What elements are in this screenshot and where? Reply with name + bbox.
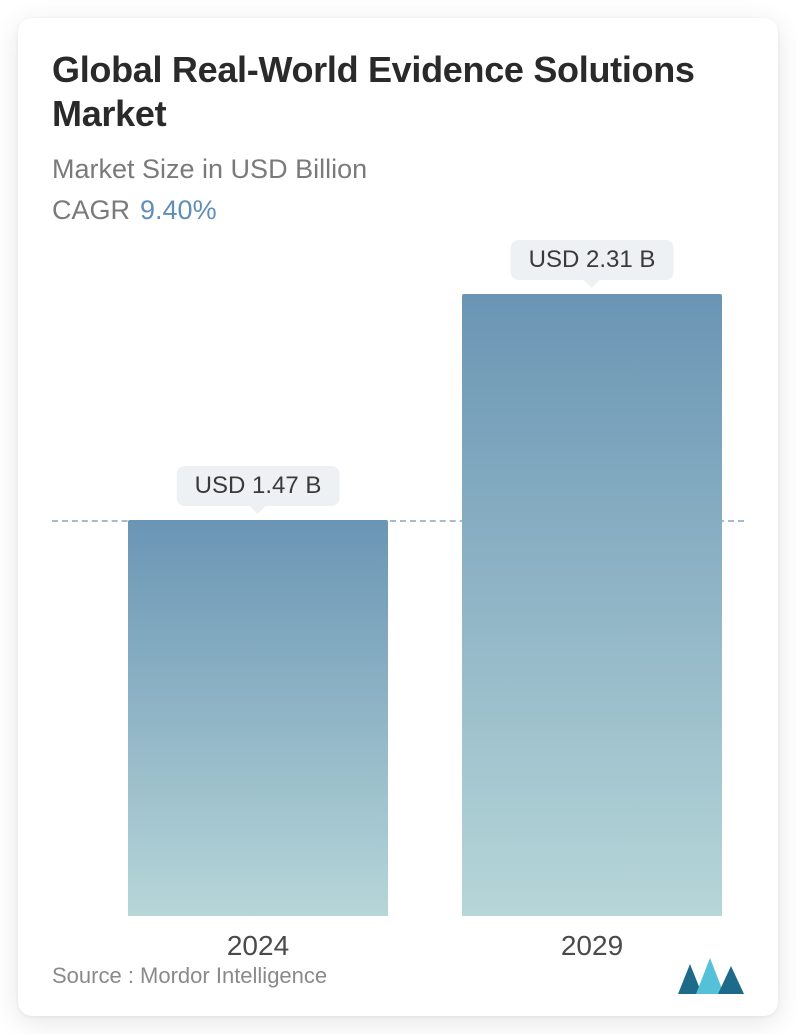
chart-title: Global Real-World Evidence Solutions Mar… [52,48,744,136]
bar-value-label: USD 1.47 B [177,466,340,506]
source-text: Source : Mordor Intelligence [52,963,327,989]
brand-logo [678,958,744,994]
cagr-label: CAGR [52,195,130,225]
bar-fill [128,520,388,916]
cagr-value: 9.40% [140,195,217,225]
chart-footer: Source : Mordor Intelligence [52,958,744,994]
bar [128,520,388,916]
bar-value-label: USD 2.31 B [511,240,674,280]
chart-subtitle: Market Size in USD Billion [52,154,744,185]
cagr-row: CAGR 9.40% [52,195,744,226]
bar-fill [462,294,722,916]
chart-area: USD 1.47 BUSD 2.31 B [52,256,744,916]
bar [462,294,722,916]
chart-card: Global Real-World Evidence Solutions Mar… [18,18,778,1016]
mn-logo-icon [678,958,744,994]
